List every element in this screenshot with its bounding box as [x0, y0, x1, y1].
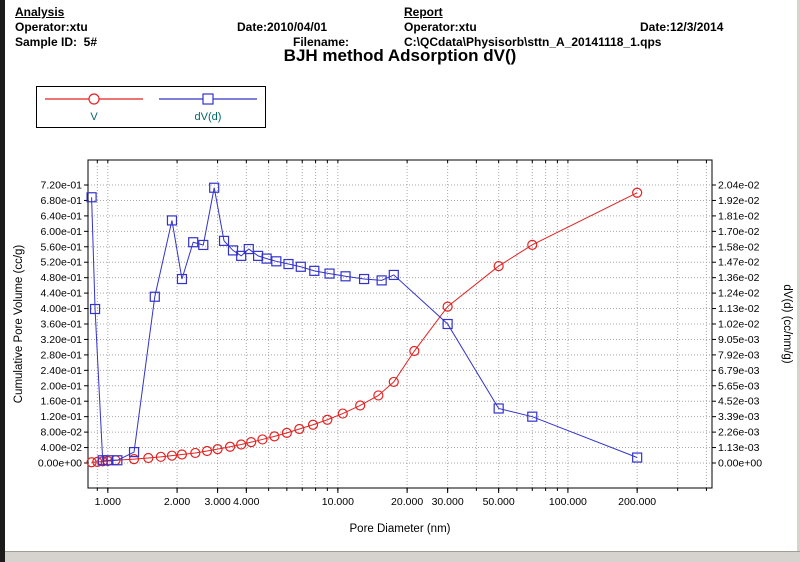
svg-text:7.20e-01: 7.20e-01 — [41, 180, 83, 192]
svg-text:dV(d) (cc/nm/g): dV(d) (cc/nm/g) — [781, 284, 793, 363]
filename-label: Filename: — [293, 35, 350, 49]
legend-sample-v-line-icon — [45, 93, 143, 105]
svg-text:3.39e-03: 3.39e-03 — [718, 411, 760, 423]
svg-text:1.13e-02: 1.13e-02 — [718, 303, 760, 315]
legend-sample-dvd-line-icon — [159, 93, 257, 105]
svg-text:2.40e-01: 2.40e-01 — [41, 365, 83, 377]
legend-label-v: V — [90, 111, 98, 123]
analysis-section-heading: Analysis — [15, 5, 65, 19]
svg-text:4.00e-01: 4.00e-01 — [41, 303, 83, 315]
svg-text:6.80e-01: 6.80e-01 — [41, 195, 83, 207]
svg-text:1.58e-02: 1.58e-02 — [718, 241, 760, 253]
report-section-heading: Report — [404, 5, 443, 19]
svg-text:10.000: 10.000 — [322, 496, 354, 508]
analysis-operator: Operator:xtu — [15, 20, 88, 34]
svg-text:1.70e-02: 1.70e-02 — [718, 226, 760, 238]
window-edge-right — [797, 0, 800, 552]
svg-text:2.00e-01: 2.00e-01 — [41, 380, 83, 392]
svg-text:200.000: 200.000 — [618, 496, 656, 508]
svg-text:4.80e-01: 4.80e-01 — [41, 272, 83, 284]
report-operator: Operator:xtu — [404, 20, 477, 34]
svg-text:1.02e-02: 1.02e-02 — [718, 319, 760, 331]
svg-text:1.60e-01: 1.60e-01 — [41, 396, 83, 408]
legend-label-dvd: dV(d) — [194, 111, 222, 123]
svg-text:5.60e-01: 5.60e-01 — [41, 241, 83, 253]
svg-text:1.47e-02: 1.47e-02 — [718, 257, 760, 269]
svg-text:Pore Diameter (nm): Pore Diameter (nm) — [350, 523, 451, 535]
report-filename: C:\QCdata\Physisorb\sttn_A_20141118_1.qp… — [404, 35, 662, 49]
legend-samples — [37, 87, 265, 111]
window-edge-left — [0, 0, 5, 562]
svg-text:2.000: 2.000 — [164, 496, 190, 508]
sample-id: Sample ID: 5# — [15, 35, 98, 49]
svg-text:4.000: 4.000 — [233, 496, 259, 508]
svg-text:6.00e-01: 6.00e-01 — [41, 226, 83, 238]
svg-text:3.000: 3.000 — [204, 496, 230, 508]
svg-text:4.52e-03: 4.52e-03 — [718, 396, 760, 408]
svg-text:Cumulative Pore Volume (cc/g): Cumulative Pore Volume (cc/g) — [13, 245, 25, 404]
svg-text:20.000: 20.000 — [391, 496, 423, 508]
svg-text:8.00e-02: 8.00e-02 — [41, 427, 83, 439]
svg-text:0.00e+00: 0.00e+00 — [38, 458, 82, 470]
svg-text:5.20e-01: 5.20e-01 — [41, 257, 83, 269]
bjh-chart-canvas: 7.20e-01 2.04e-02 6.80e-01 1.92e-02 6.40e-01… — [13, 159, 793, 535]
svg-text:3.20e-01: 3.20e-01 — [41, 334, 83, 346]
svg-text:9.05e-03: 9.05e-03 — [718, 334, 760, 346]
analysis-date: Date:2010/04/01 — [237, 20, 328, 34]
chart-title: BJH method Adsorption dV() — [283, 46, 517, 65]
horizontal-scrollbar[interactable] — [5, 551, 800, 562]
svg-text:1.24e-02: 1.24e-02 — [718, 288, 760, 300]
svg-text:2.04e-02: 2.04e-02 — [718, 180, 760, 192]
svg-text:4.40e-01: 4.40e-01 — [41, 288, 83, 300]
svg-text:0.00e+00: 0.00e+00 — [718, 458, 762, 470]
svg-text:5.65e-03: 5.65e-03 — [718, 380, 760, 392]
report-date: Date:12/3/2014 — [640, 20, 724, 34]
svg-text:7.92e-03: 7.92e-03 — [718, 349, 760, 361]
svg-text:30.000: 30.000 — [432, 496, 464, 508]
svg-text:4.00e-02: 4.00e-02 — [41, 442, 83, 454]
svg-text:2.80e-01: 2.80e-01 — [41, 349, 83, 361]
svg-text:3.60e-01: 3.60e-01 — [41, 319, 83, 331]
bjh-chart: 7.20e-01 2.04e-02 6.80e-01 1.92e-02 6.40e-01… — [0, 140, 800, 552]
svg-text:1.13e-03: 1.13e-03 — [718, 442, 760, 454]
svg-text:1.81e-02: 1.81e-02 — [718, 210, 760, 222]
svg-text:2.26e-03: 2.26e-03 — [718, 427, 760, 439]
svg-text:1.20e-01: 1.20e-01 — [41, 411, 83, 423]
svg-text:6.79e-03: 6.79e-03 — [718, 365, 760, 377]
svg-text:6.40e-01: 6.40e-01 — [41, 210, 83, 222]
svg-text:1.92e-02: 1.92e-02 — [718, 195, 760, 207]
svg-text:1.000: 1.000 — [95, 496, 121, 508]
svg-text:1.36e-02: 1.36e-02 — [718, 272, 760, 284]
svg-text:50.000: 50.000 — [483, 496, 515, 508]
legend: V dV(d) — [36, 86, 266, 128]
svg-text:100.000: 100.000 — [549, 496, 587, 508]
legend-labels: V dV(d) — [37, 111, 265, 127]
